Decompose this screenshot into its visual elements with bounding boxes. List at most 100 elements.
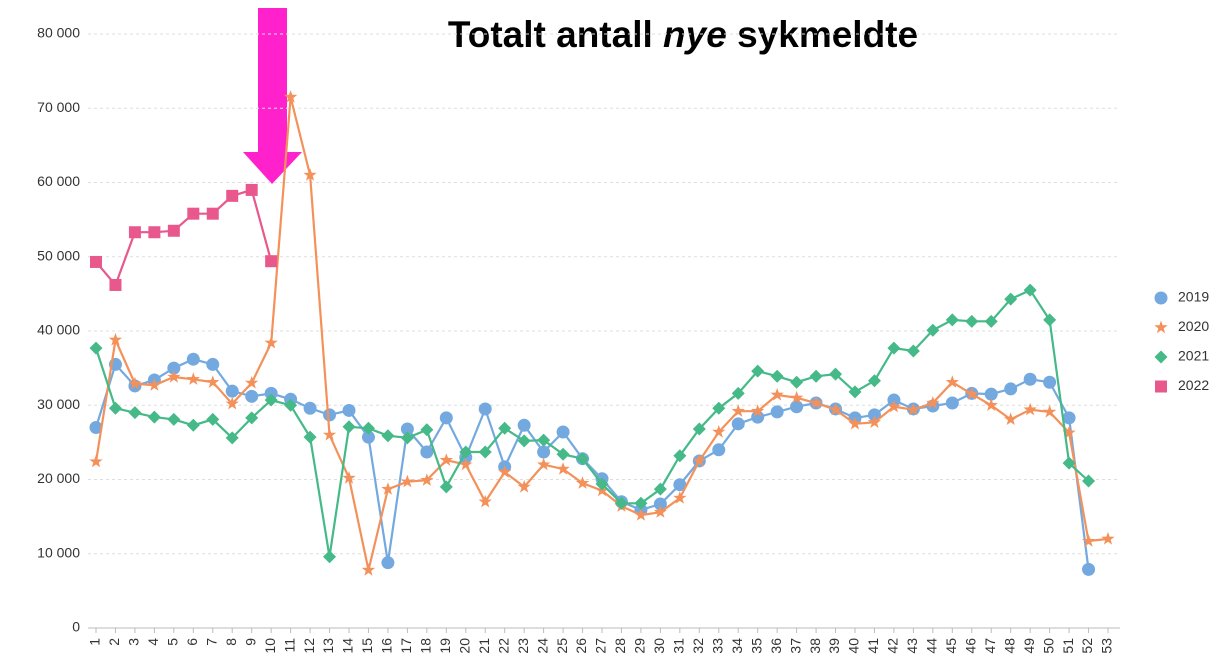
point xyxy=(1023,402,1037,416)
point xyxy=(984,314,998,328)
x-tick-label: 42 xyxy=(885,638,901,654)
point xyxy=(712,425,726,438)
point xyxy=(595,477,609,491)
point xyxy=(1101,531,1115,545)
point xyxy=(245,389,259,403)
x-tick-label: 9 xyxy=(242,638,258,646)
point xyxy=(576,452,590,466)
x-tick-label: 50 xyxy=(1040,638,1056,654)
x-tick-label: 43 xyxy=(904,638,920,654)
point xyxy=(109,278,122,291)
point xyxy=(459,457,473,471)
point xyxy=(848,385,862,399)
point xyxy=(187,207,200,220)
x-tick-label: 23 xyxy=(515,638,531,654)
x-tick-label: 10 xyxy=(262,638,278,654)
point xyxy=(965,314,979,328)
legend-label: 2021 xyxy=(1178,348,1209,364)
point xyxy=(459,445,473,459)
point xyxy=(108,401,122,415)
point xyxy=(867,415,882,428)
legend-item: 2019 xyxy=(1154,289,1209,305)
point xyxy=(147,378,161,391)
point xyxy=(537,433,551,447)
x-tick-label: 27 xyxy=(593,638,609,654)
point xyxy=(1082,562,1096,576)
point xyxy=(1023,372,1037,386)
point xyxy=(575,476,590,489)
point xyxy=(167,361,181,375)
x-tick-label: 24 xyxy=(534,638,550,654)
x-tick-label: 19 xyxy=(437,638,453,654)
x-tick-label: 53 xyxy=(1099,638,1115,654)
x-tick-label: 13 xyxy=(320,638,336,654)
x-tick-label: 1 xyxy=(87,638,103,646)
point xyxy=(984,398,998,411)
point xyxy=(770,405,784,419)
point xyxy=(1004,292,1018,306)
point xyxy=(439,480,453,494)
point xyxy=(381,429,395,443)
x-tick-label: 8 xyxy=(223,638,239,646)
point xyxy=(400,431,414,445)
point xyxy=(926,396,940,409)
point xyxy=(264,393,278,407)
point xyxy=(537,445,551,459)
series xyxy=(89,90,1115,576)
x-tick-label: 15 xyxy=(359,638,375,654)
point xyxy=(790,400,804,414)
point xyxy=(167,412,181,426)
point xyxy=(809,396,823,409)
x-tick-label: 49 xyxy=(1021,638,1037,654)
point xyxy=(167,370,181,383)
x-tick-label: 39 xyxy=(826,638,842,654)
point xyxy=(400,422,414,436)
point xyxy=(790,390,804,404)
series xyxy=(90,183,278,291)
point xyxy=(712,401,726,415)
point xyxy=(1004,382,1018,396)
x-tick-label: 5 xyxy=(165,638,181,646)
x-tick-label: 46 xyxy=(962,638,978,654)
point xyxy=(712,443,726,457)
point xyxy=(264,335,278,349)
point xyxy=(1043,313,1057,327)
point xyxy=(225,384,239,398)
point xyxy=(439,411,453,425)
point xyxy=(284,90,298,103)
point xyxy=(1081,534,1096,547)
point xyxy=(731,417,745,431)
x-tick-label: 34 xyxy=(729,638,745,654)
point xyxy=(1043,375,1057,389)
series xyxy=(89,352,1096,576)
point xyxy=(225,396,239,410)
point xyxy=(945,396,959,410)
x-tick-label: 37 xyxy=(787,638,803,654)
point xyxy=(361,421,375,435)
x-tick-label: 35 xyxy=(748,638,764,654)
point xyxy=(770,369,784,383)
x-tick-label: 36 xyxy=(768,638,784,654)
x-tick-label: 48 xyxy=(1001,638,1017,654)
point xyxy=(653,497,667,511)
point xyxy=(89,454,103,468)
point xyxy=(303,168,317,181)
point xyxy=(186,352,200,366)
x-tick-label: 38 xyxy=(807,638,823,654)
point xyxy=(89,341,103,355)
legend-item: 2020 xyxy=(1154,318,1209,334)
point xyxy=(342,420,356,434)
point xyxy=(537,457,551,471)
x-tick-label: 4 xyxy=(145,638,161,646)
point xyxy=(828,402,843,416)
point xyxy=(498,465,512,478)
point xyxy=(1043,404,1057,418)
point xyxy=(90,255,102,268)
point xyxy=(323,408,337,422)
x-tick-label: 30 xyxy=(651,638,667,654)
point xyxy=(517,479,531,493)
legend-item: 2021 xyxy=(1154,348,1209,364)
x-tick-label: 22 xyxy=(495,638,511,654)
point xyxy=(206,357,220,371)
point xyxy=(517,418,531,432)
